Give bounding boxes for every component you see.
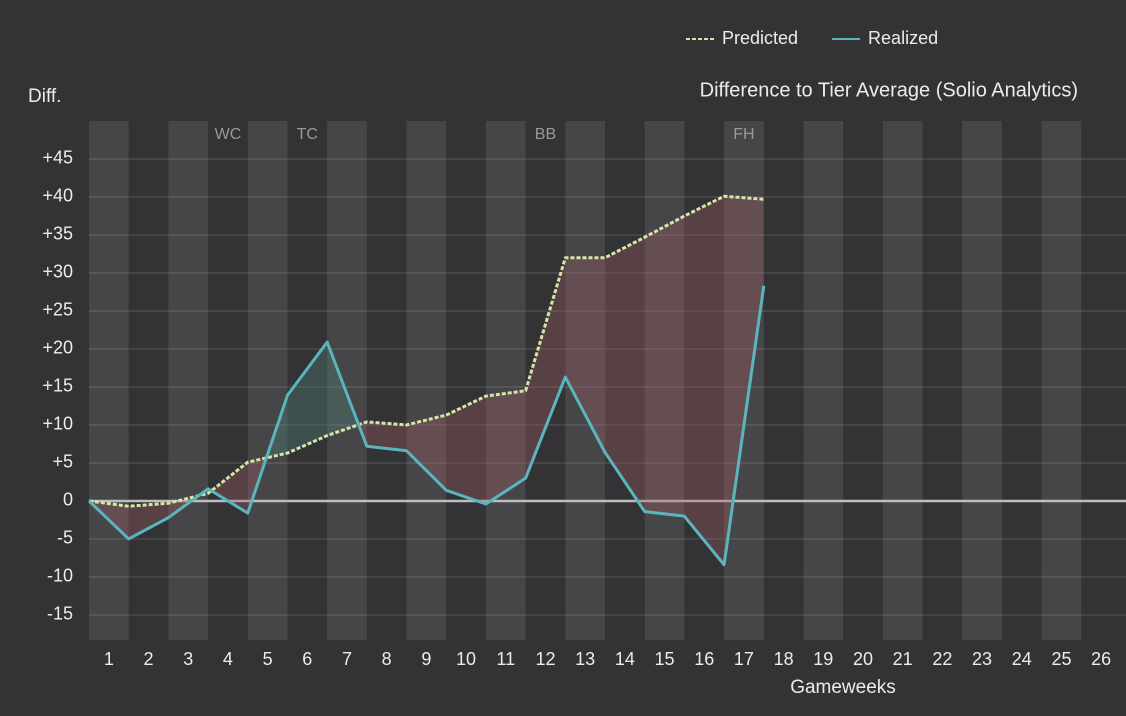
difference-area [485, 390, 526, 504]
x-tick-label: 11 [496, 649, 515, 669]
difference-area [366, 421, 407, 451]
grid [89, 157, 1126, 616]
x-tick-label: 8 [382, 649, 392, 669]
y-tick-label: +30 [42, 262, 73, 282]
column-band [89, 121, 129, 640]
x-tick-label: 25 [1051, 649, 1071, 669]
x-tick-label: 1 [104, 649, 114, 669]
column-band [644, 121, 685, 640]
y-tick-label: -5 [57, 528, 73, 548]
x-tick-label: 3 [183, 649, 193, 669]
chip-label: TC [297, 126, 318, 143]
column-band [565, 121, 605, 640]
column-band [803, 121, 844, 640]
difference-area [684, 196, 725, 565]
y-tick-label: +20 [42, 338, 73, 358]
column-band [327, 121, 367, 640]
y-tick-label: +5 [52, 452, 73, 472]
difference-area [525, 257, 566, 479]
x-tick-label: 17 [734, 649, 754, 669]
x-tick-label: 22 [932, 649, 952, 669]
difference-area [287, 342, 328, 454]
x-tick-label: 4 [223, 649, 233, 669]
chip-label: BB [535, 126, 556, 143]
x-tick-label: 26 [1091, 649, 1111, 669]
column-band [247, 121, 288, 640]
column-band [485, 121, 526, 640]
difference-area [211, 462, 248, 514]
difference-area [128, 503, 169, 539]
x-tick-label: 24 [1012, 649, 1032, 669]
difference-area [406, 415, 447, 491]
x-tick-label: 6 [302, 649, 312, 669]
y-tick-label: +45 [42, 148, 73, 168]
difference-area [644, 215, 685, 517]
x-tick-label: 19 [813, 649, 833, 669]
difference-area [446, 396, 486, 504]
series-line [87, 285, 766, 567]
x-tick-label: 23 [972, 649, 992, 669]
x-tick-label: 14 [615, 649, 635, 669]
x-tick-label: 12 [535, 649, 555, 669]
x-tick-label: 21 [893, 649, 913, 669]
column-band [1041, 121, 1082, 640]
y-axis-label: Diff. [28, 86, 61, 107]
y-tick-label: 0 [63, 490, 73, 510]
y-tick-label: +35 [42, 224, 73, 244]
column-band [882, 121, 923, 640]
y-tick-label: +15 [42, 376, 73, 396]
lines [87, 194, 766, 567]
bands [89, 121, 1082, 640]
chip-label: WC [215, 126, 242, 143]
series-line [88, 194, 764, 508]
column-band [168, 121, 209, 640]
chart-title: Difference to Tier Average (Solio Analyt… [700, 79, 1078, 101]
column-band [962, 121, 1002, 640]
x-tick-label: 15 [655, 649, 675, 669]
x-axis-label: Gameweeks [790, 677, 896, 698]
x-tick-label: 18 [774, 649, 794, 669]
x-tick-label: 7 [342, 649, 352, 669]
fills [89, 196, 764, 565]
y-tick-label: -10 [47, 566, 73, 586]
difference-area [724, 196, 764, 565]
difference-area [605, 237, 645, 512]
y-tick-label: -15 [47, 604, 73, 624]
difference-area [565, 257, 605, 453]
x-tick-label: 13 [575, 649, 595, 669]
column-band [406, 121, 447, 640]
x-tick-label: 10 [456, 649, 476, 669]
y-tick-label: +40 [42, 186, 73, 206]
x-tick-label: 20 [853, 649, 873, 669]
chip-label: FH [733, 126, 754, 143]
column-band [724, 121, 764, 640]
labels: 1 2 3 4 5 6 7 8 9 10 11 12 13 14 15 16 17 18 19 20 21 22 23 24 2… [42, 28, 1111, 669]
y-tick-label: +10 [42, 414, 73, 434]
x-tick-label: 9 [421, 649, 431, 669]
x-tick-label: 5 [263, 649, 273, 669]
x-tick-label: 2 [144, 649, 154, 669]
legend-label: Realized [868, 28, 938, 48]
legend-label: Predicted [722, 28, 798, 48]
x-tick-label: 16 [694, 649, 714, 669]
y-tick-label: +25 [42, 300, 73, 320]
